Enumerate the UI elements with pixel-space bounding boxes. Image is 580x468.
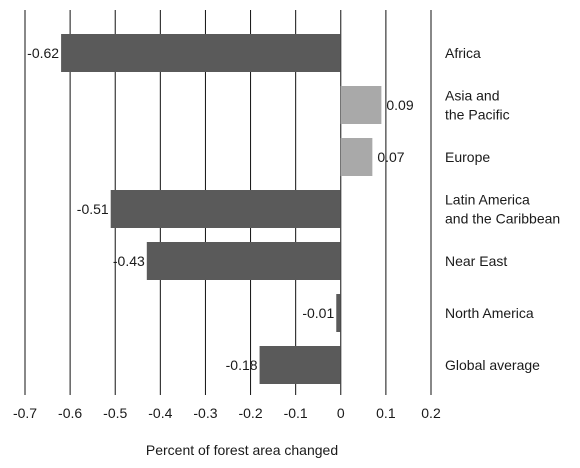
data-label: -0.18 [226, 357, 258, 373]
category-label-line: and the Caribbean [445, 211, 560, 227]
category-label-line: the Pacific [445, 107, 510, 123]
x-axis-label: Percent of forest area changed [146, 442, 338, 458]
category-label: Europe [445, 149, 490, 165]
category-label-line: Latin America [445, 192, 530, 208]
category-labels: Africa Asia and the Pacific Europe Latin Ame… [445, 45, 560, 373]
category-label: Near East [445, 253, 507, 269]
bar [110, 190, 341, 228]
bar [146, 242, 341, 280]
category-label-line: Africa [445, 45, 481, 61]
data-labels: -0.62 0.09 0.07 -0.51 -0.43 -0.01 -0.18 [27, 45, 414, 373]
category-label: Latin America and the Caribbean [445, 192, 560, 227]
x-tick-label: 0 [337, 405, 345, 421]
x-tick-label: -0.6 [58, 405, 82, 421]
data-label: 0.09 [386, 97, 413, 113]
x-axis-ticks: -0.7 -0.6 -0.5 -0.4 -0.3 -0.2 -0.1 0 0.1 0.2 [13, 405, 441, 421]
data-label: -0.43 [113, 253, 145, 269]
data-label: -0.62 [27, 45, 59, 61]
x-tick-label: -0.1 [284, 405, 308, 421]
category-label-line: Global average [445, 357, 540, 373]
x-tick-label: -0.7 [13, 405, 37, 421]
bar [61, 34, 341, 72]
category-label-line: North America [445, 305, 534, 321]
x-tick-label: -0.5 [103, 405, 127, 421]
bar [340, 86, 382, 124]
data-label: 0.07 [377, 149, 404, 165]
bar [340, 138, 373, 176]
bar [259, 346, 341, 384]
x-tick-label: 0.1 [376, 405, 396, 421]
data-label: -0.01 [302, 305, 334, 321]
x-tick-label: -0.2 [238, 405, 262, 421]
x-tick-label: -0.3 [193, 405, 217, 421]
category-label: Asia and the Pacific [445, 88, 510, 123]
category-label-line: Europe [445, 149, 490, 165]
bars [61, 34, 382, 384]
data-label: -0.51 [77, 201, 109, 217]
category-label: Africa [445, 45, 481, 61]
category-label: North America [445, 305, 534, 321]
category-label-line: Near East [445, 253, 507, 269]
x-tick-label: -0.4 [148, 405, 172, 421]
x-tick-label: 0.2 [421, 405, 441, 421]
bar [336, 294, 341, 332]
category-label: Global average [445, 357, 540, 373]
category-label-line: Asia and [445, 88, 499, 104]
